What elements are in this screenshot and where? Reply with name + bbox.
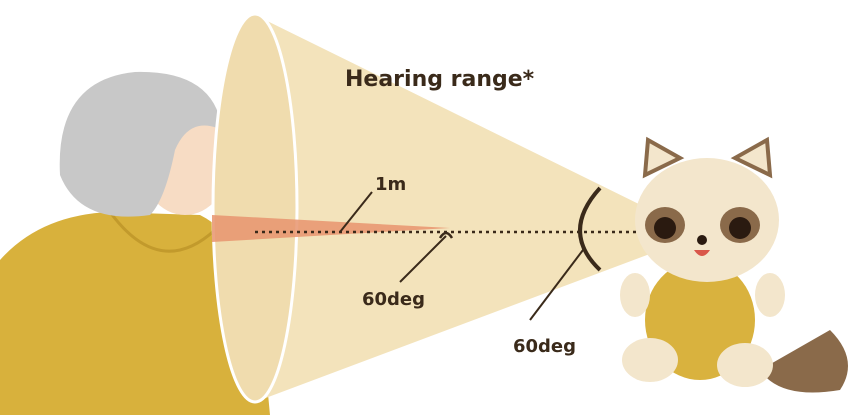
eye (729, 217, 751, 239)
toy-leg (717, 343, 773, 387)
distance-label: 1m (375, 174, 406, 195)
illustration: Hearing range* 1m 60deg 60deg (0, 0, 861, 415)
toy-arm (755, 273, 785, 317)
angle-label: 60deg (513, 336, 576, 357)
cone-mouth (213, 14, 297, 402)
hearing-range-label: Hearing range* (345, 67, 535, 92)
angle-label: 60deg (362, 289, 425, 310)
toy-arm (620, 273, 650, 317)
nose (697, 235, 707, 245)
tail (760, 330, 848, 393)
toy-leg (622, 338, 678, 382)
eye (654, 217, 676, 239)
